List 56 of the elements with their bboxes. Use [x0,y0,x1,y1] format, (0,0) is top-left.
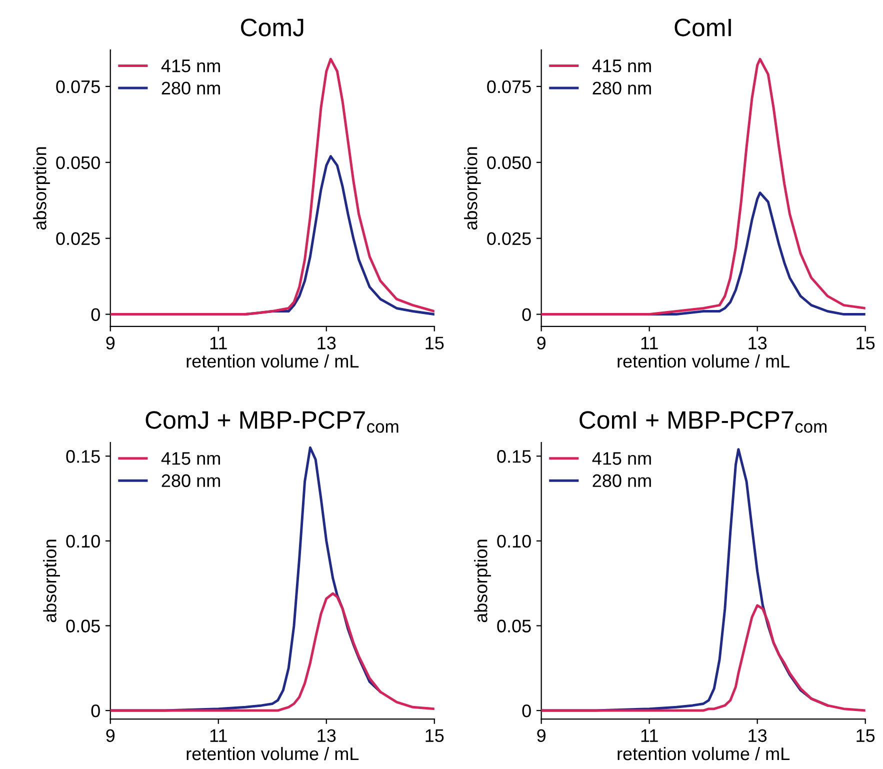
x-axis-title: retention volume / mL [618,354,790,368]
x-tick-label: 9 [106,336,115,350]
y-axis-title: absorption [464,147,481,230]
y-axis-title: absorption [474,540,491,622]
x-tick-label: 9 [106,729,115,742]
legend-label: 415 nm [592,60,651,72]
legend-label: 280 nm [162,82,220,95]
y-tick-label: 0.050 [56,156,100,170]
chart-title: ComJ [241,18,304,36]
y-tick-label: 0 [91,308,100,322]
x-tick-label: 13 [748,336,767,350]
y-axis-title: absorption [33,147,50,230]
x-tick-label: 11 [210,729,227,742]
y-tick-label: 0.10 [66,534,100,548]
y-tick-label: 0.10 [497,534,531,548]
x-axis-title: retention volume / mL [186,354,359,368]
y-axis-title: absorption [43,540,60,622]
x-tick-label: 11 [210,336,227,350]
x-tick-label: 15 [426,729,444,742]
y-tick-label: 0.075 [56,80,100,94]
y-tick-label: 0.050 [487,156,531,170]
y-tick-label: 0 [522,308,531,322]
y-tick-label: 0.05 [66,620,100,632]
x-tick-label: 9 [537,729,546,742]
line-series [110,58,434,316]
chart-title: ComJ + MBP-PCP7$_{com}$ [146,411,398,433]
line-series [110,592,434,712]
x-axis-title: retention volume / mL [186,746,359,760]
chart-title: ComI [674,18,731,36]
y-tick-label: 0.025 [56,232,100,246]
x-axis-title: retention volume / mL [618,746,790,760]
x-tick-label: 15 [856,336,875,350]
line-series [541,604,866,712]
y-tick-label: 0.15 [497,450,531,463]
x-tick-label: 13 [318,336,336,350]
y-tick-label: 0.025 [487,232,531,246]
x-tick-label: 13 [748,729,767,742]
y-tick-label: 0.15 [66,450,100,463]
y-tick-label: 0.075 [487,80,531,94]
legend-label: 280 nm [162,474,220,488]
legend-label: 415 nm [592,452,651,465]
legend-label: 280 nm [592,474,651,488]
x-tick-label: 11 [641,336,658,350]
x-tick-label: 15 [426,336,444,350]
line-series [541,58,866,316]
x-tick-label: 15 [856,729,875,742]
y-tick-label: 0 [522,704,531,718]
legend-label: 415 nm [161,452,220,465]
chart-title: ComI + MBP-PCP7$_{com}$ [580,411,826,433]
legend-label: 415 nm [161,60,220,72]
y-tick-label: 0 [91,704,100,718]
x-tick-label: 13 [318,729,336,742]
y-tick-label: 0.05 [497,620,531,632]
x-tick-label: 9 [537,336,546,350]
x-tick-label: 11 [641,729,658,742]
legend-label: 280 nm [592,82,651,95]
